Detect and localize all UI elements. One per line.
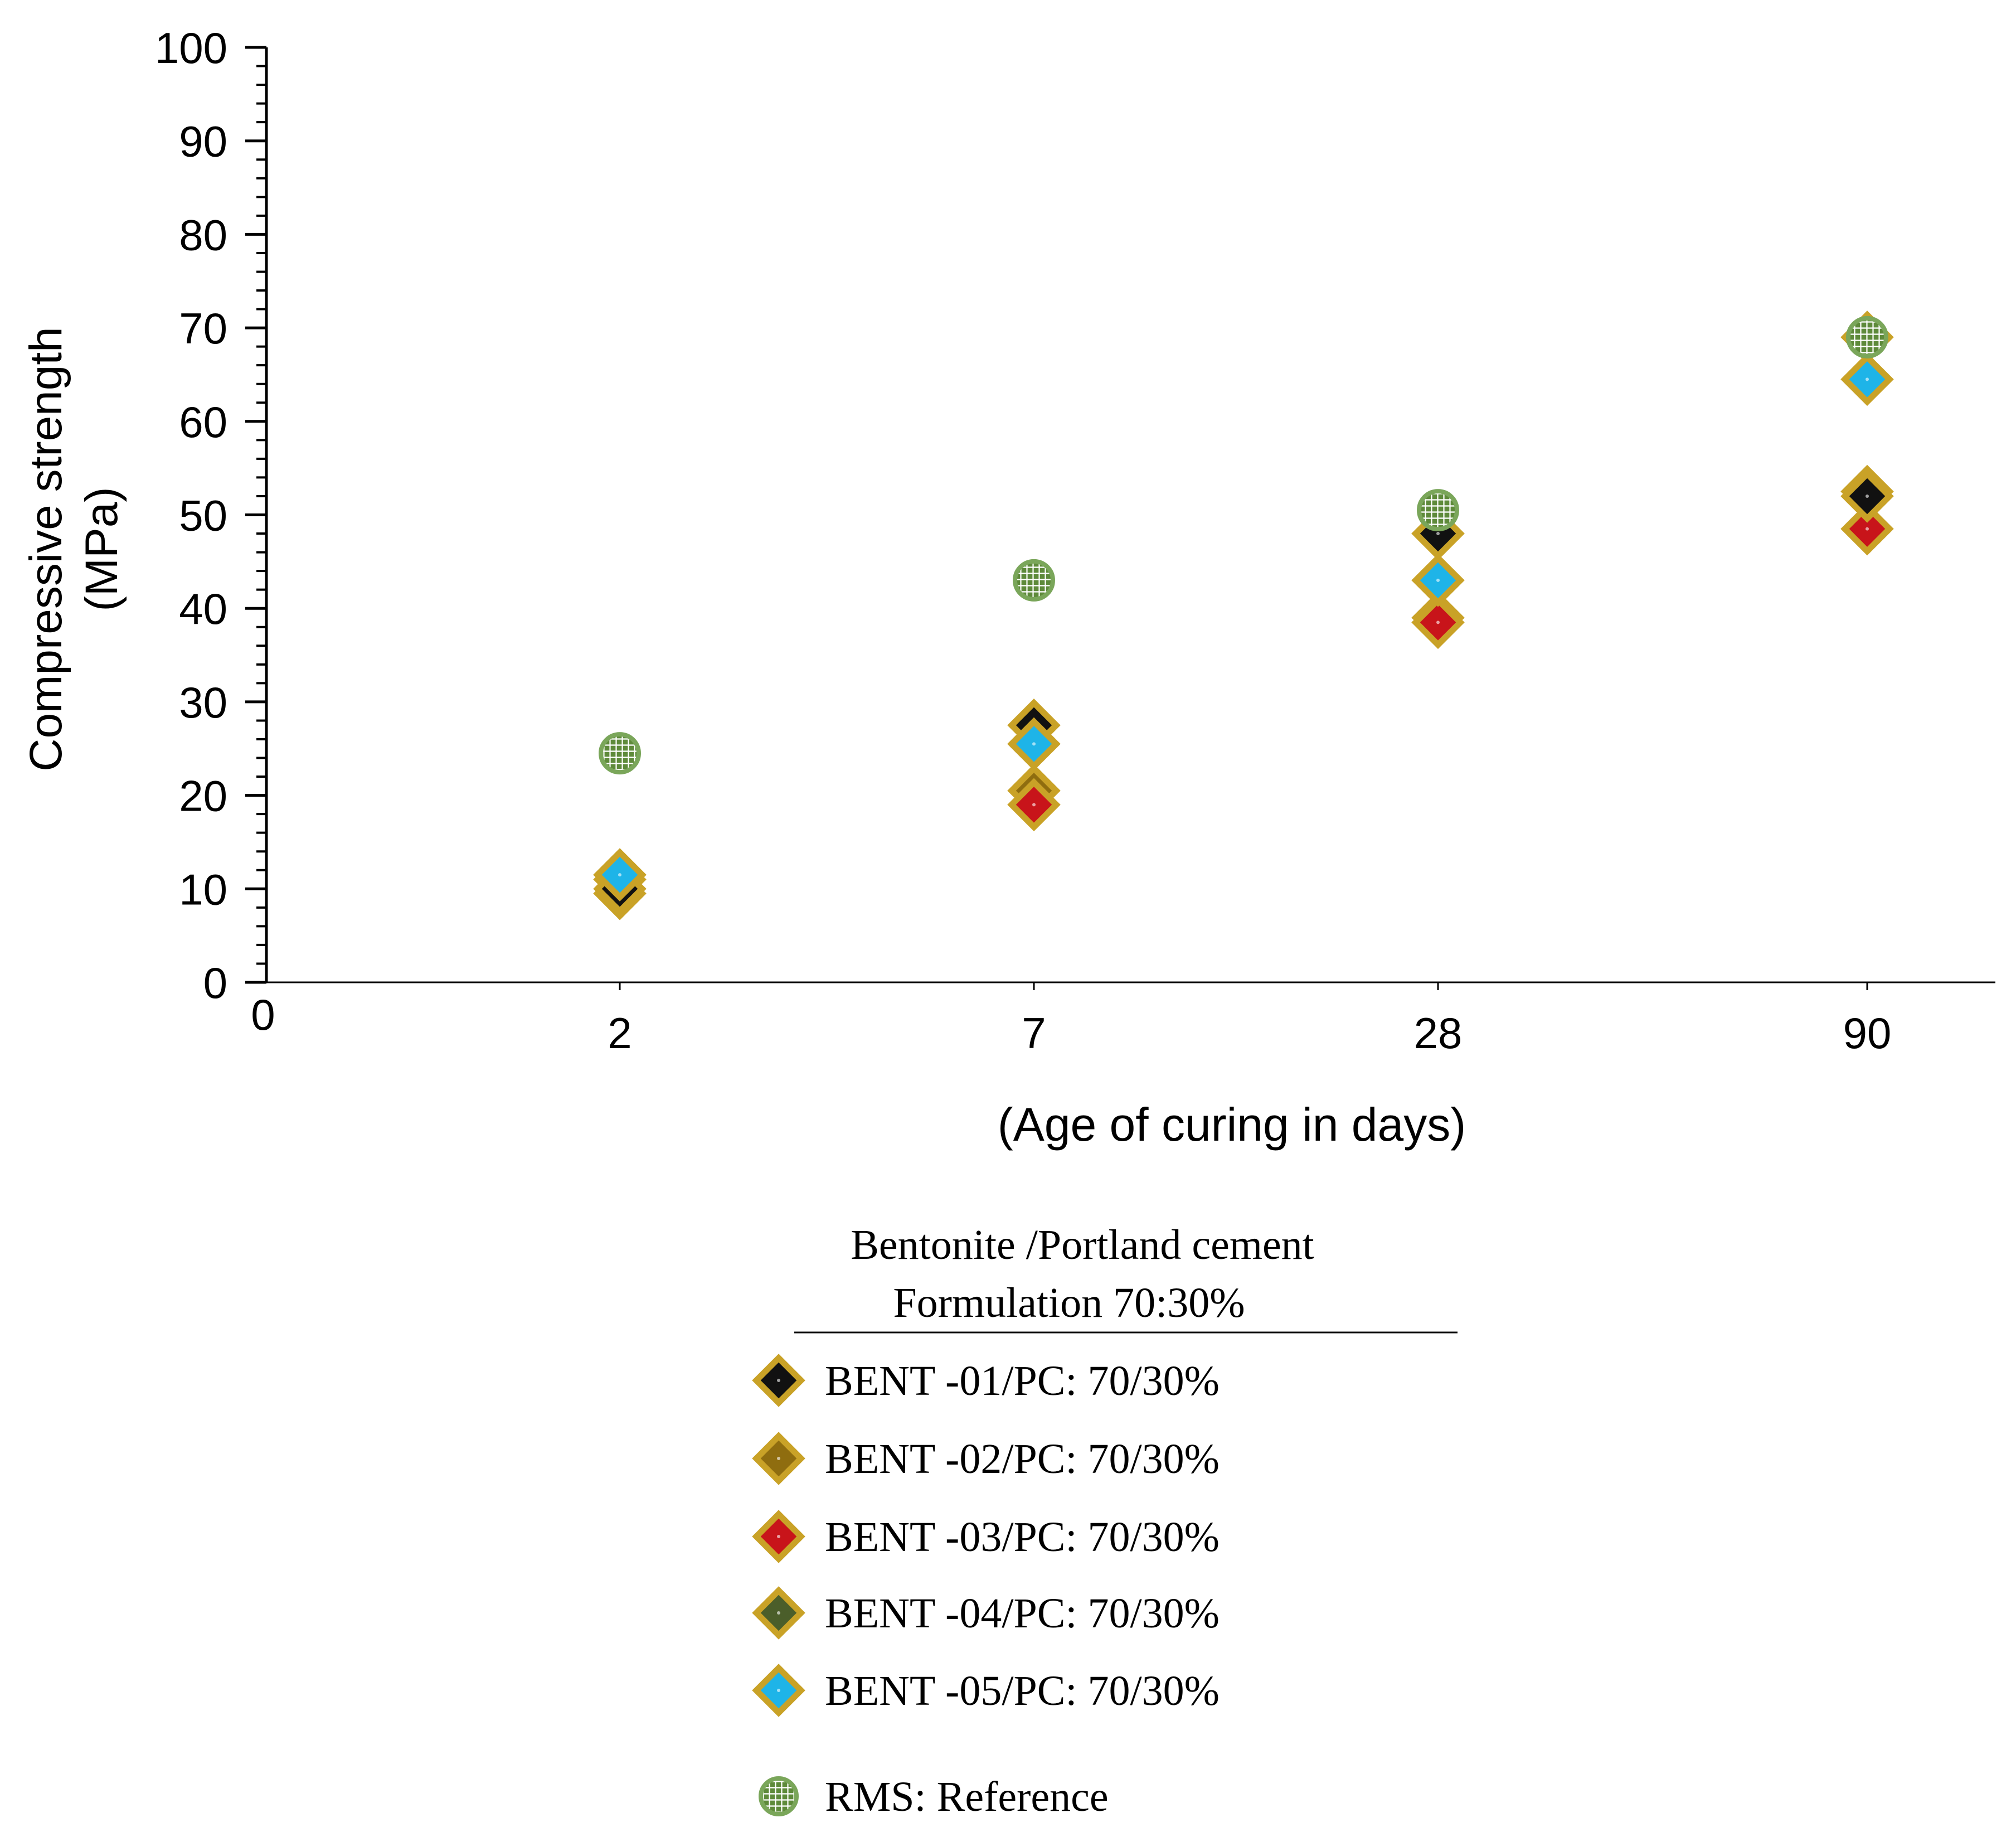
point-rms-reference-2 xyxy=(599,732,641,775)
point-bent-05-pc-70-30-2-highlight xyxy=(618,873,621,877)
legend-item: BENT -05/PC: 70/30% xyxy=(752,1664,1220,1717)
point-bent-05-pc-70-30-7-highlight xyxy=(1032,742,1036,746)
legend-title-line-1: Bentonite /Portland cement xyxy=(851,1222,1314,1268)
y-tick-label: 10 xyxy=(179,865,227,914)
point-bent-03-pc-70-30-7-highlight xyxy=(1032,803,1036,807)
point-bent-01-pc-70-30-90-highlight xyxy=(1866,494,1869,498)
y-tick-label: 90 xyxy=(179,117,227,166)
legend-item: RMS: Reference xyxy=(759,1773,1109,1820)
legend-marker-highlight xyxy=(777,1379,780,1382)
axes: 0 10 20 30 40 50 60 70 80 90 100 0 2 7 28 90 xyxy=(155,23,1995,1058)
legend-label: BENT -01/PC: 70/30% xyxy=(825,1358,1220,1404)
point-rms-reference-28 xyxy=(1417,489,1459,532)
legend-item: BENT -03/PC: 70/30% xyxy=(752,1510,1220,1563)
y-tick-label: 40 xyxy=(179,584,227,633)
x-tick-label: 28 xyxy=(1414,1009,1463,1058)
y-tick-label: 80 xyxy=(179,210,227,259)
legend-item: BENT -01/PC: 70/30% xyxy=(752,1354,1220,1407)
legend-label: BENT -02/PC: 70/30% xyxy=(825,1436,1220,1482)
legend-marker-highlight xyxy=(777,1535,780,1538)
legend-marker xyxy=(759,1776,799,1816)
x-tick-label: 90 xyxy=(1843,1009,1892,1058)
point-bent-03-pc-70-30-28-highlight xyxy=(1436,621,1440,624)
y-tick-label: 30 xyxy=(179,678,227,727)
legend: Bentonite /Portland cement Formulation 7… xyxy=(752,1222,1458,1820)
x-tick-label: 2 xyxy=(608,1009,631,1058)
legend-item: BENT -02/PC: 70/30% xyxy=(752,1432,1220,1485)
point-bent-01-pc-70-30-28-highlight xyxy=(1436,532,1440,536)
point-bent-03-pc-70-30-90-highlight xyxy=(1866,527,1869,531)
legend-label: BENT -03/PC: 70/30% xyxy=(825,1514,1220,1560)
legend-label: BENT -05/PC: 70/30% xyxy=(825,1668,1220,1714)
point-bent-05-pc-70-30-90-highlight xyxy=(1866,377,1869,381)
legend-label: BENT -04/PC: 70/30% xyxy=(825,1590,1220,1637)
legend-marker-highlight xyxy=(777,1689,780,1692)
y-tick-label: 60 xyxy=(179,398,227,447)
point-rms-reference-7 xyxy=(1013,559,1055,602)
y-tick-label: 20 xyxy=(179,772,227,821)
x-tick-label: 7 xyxy=(1022,1009,1046,1058)
legend-title-line-2: Formulation 70:30% xyxy=(893,1279,1245,1326)
y-tick-label: 70 xyxy=(179,304,227,353)
y-tick-label: 100 xyxy=(155,23,227,72)
y-tick-label: 0 xyxy=(203,958,227,1007)
legend-marker-highlight xyxy=(777,1611,780,1615)
y-axis-label-line-2: (MPa) xyxy=(76,487,127,611)
data-points xyxy=(593,311,1894,920)
legend-marker-highlight xyxy=(777,1457,780,1460)
point-bent-05-pc-70-30-28-highlight xyxy=(1436,578,1440,582)
y-tick-label: 50 xyxy=(179,491,227,540)
y-axis-label-line-1: Compressive strength xyxy=(21,327,71,772)
legend-items: BENT -01/PC: 70/30% BENT -02/PC: 70/30% BE… xyxy=(752,1354,1220,1820)
legend-label: RMS: Reference xyxy=(825,1773,1109,1820)
legend-item: BENT -04/PC: 70/30% xyxy=(752,1586,1220,1640)
x-axis-label: (Age of curing in days) xyxy=(998,1098,1466,1151)
x-origin-label: 0 xyxy=(251,990,275,1039)
point-rms-reference-90 xyxy=(1846,316,1888,358)
